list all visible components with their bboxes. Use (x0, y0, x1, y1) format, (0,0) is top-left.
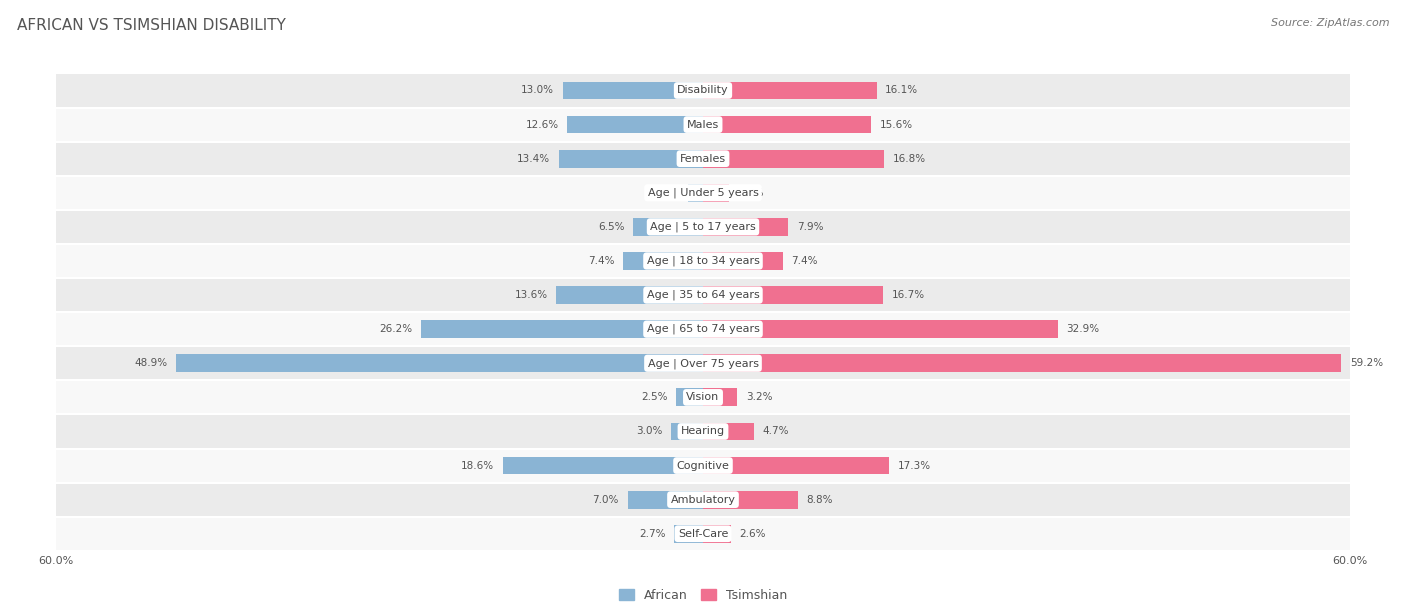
Bar (676, 389, 703, 406)
Text: 13.6%: 13.6% (515, 290, 548, 300)
Text: 2.5%: 2.5% (641, 392, 668, 402)
Bar (703, 491, 797, 509)
Bar (56, 414, 1350, 449)
Bar (56, 312, 1350, 346)
Text: Age | Over 75 years: Age | Over 75 years (648, 358, 758, 368)
Bar (703, 525, 731, 543)
Text: Ambulatory: Ambulatory (671, 494, 735, 505)
Text: 1.4%: 1.4% (652, 188, 679, 198)
Text: 15.6%: 15.6% (880, 119, 912, 130)
Text: Disability: Disability (678, 86, 728, 95)
Text: 3.0%: 3.0% (636, 427, 662, 436)
Text: 2.7%: 2.7% (638, 529, 665, 539)
Bar (56, 141, 1350, 176)
Text: 2.4%: 2.4% (738, 188, 763, 198)
Bar (703, 354, 1341, 372)
Text: 48.9%: 48.9% (134, 358, 167, 368)
Bar (703, 389, 738, 406)
Text: 13.0%: 13.0% (522, 86, 554, 95)
Text: 7.0%: 7.0% (592, 494, 619, 505)
Text: Age | 18 to 34 years: Age | 18 to 34 years (647, 256, 759, 266)
Text: 26.2%: 26.2% (378, 324, 412, 334)
Bar (703, 423, 754, 440)
Bar (420, 320, 703, 338)
Text: Males: Males (688, 119, 718, 130)
Text: Source: ZipAtlas.com: Source: ZipAtlas.com (1271, 18, 1389, 28)
Bar (562, 81, 703, 99)
Bar (558, 150, 703, 168)
Text: Females: Females (681, 154, 725, 163)
Text: Self-Care: Self-Care (678, 529, 728, 539)
Bar (56, 176, 1350, 210)
Text: 32.9%: 32.9% (1066, 324, 1099, 334)
Bar (671, 423, 703, 440)
Text: Vision: Vision (686, 392, 720, 402)
Text: Age | 35 to 64 years: Age | 35 to 64 years (647, 290, 759, 300)
Text: 4.7%: 4.7% (762, 427, 789, 436)
Bar (567, 116, 703, 133)
Bar (623, 252, 703, 270)
Bar (703, 150, 884, 168)
Text: 16.1%: 16.1% (886, 86, 918, 95)
Text: 7.9%: 7.9% (797, 222, 824, 232)
Bar (703, 457, 890, 474)
Text: 6.5%: 6.5% (598, 222, 624, 232)
Text: 16.8%: 16.8% (893, 154, 925, 163)
Bar (703, 218, 789, 236)
Bar (688, 184, 703, 201)
Text: Hearing: Hearing (681, 427, 725, 436)
Bar (56, 278, 1350, 312)
Bar (703, 184, 728, 201)
Bar (703, 320, 1057, 338)
Text: Age | 65 to 74 years: Age | 65 to 74 years (647, 324, 759, 334)
Bar (56, 483, 1350, 517)
Bar (703, 116, 872, 133)
Bar (56, 517, 1350, 551)
Legend: African, Tsimshian: African, Tsimshian (614, 584, 792, 606)
Bar (56, 346, 1350, 380)
Bar (176, 354, 703, 372)
Bar (703, 286, 883, 304)
Text: 12.6%: 12.6% (526, 119, 558, 130)
Text: Age | 5 to 17 years: Age | 5 to 17 years (650, 222, 756, 232)
Bar (56, 73, 1350, 108)
Bar (557, 286, 703, 304)
Text: 16.7%: 16.7% (891, 290, 925, 300)
Text: 17.3%: 17.3% (898, 461, 931, 471)
Bar (627, 491, 703, 509)
Text: 7.4%: 7.4% (792, 256, 818, 266)
Text: 59.2%: 59.2% (1350, 358, 1384, 368)
Text: 8.8%: 8.8% (807, 494, 832, 505)
Bar (633, 218, 703, 236)
Text: 7.4%: 7.4% (588, 256, 614, 266)
Text: Age | Under 5 years: Age | Under 5 years (648, 187, 758, 198)
Text: 2.6%: 2.6% (740, 529, 766, 539)
Text: Cognitive: Cognitive (676, 461, 730, 471)
Bar (56, 244, 1350, 278)
Text: 13.4%: 13.4% (517, 154, 550, 163)
Bar (56, 210, 1350, 244)
Text: AFRICAN VS TSIMSHIAN DISABILITY: AFRICAN VS TSIMSHIAN DISABILITY (17, 18, 285, 34)
Bar (56, 380, 1350, 414)
Text: 3.2%: 3.2% (747, 392, 773, 402)
Bar (56, 449, 1350, 483)
Text: 18.6%: 18.6% (461, 461, 494, 471)
Bar (56, 108, 1350, 141)
Bar (703, 252, 783, 270)
Bar (502, 457, 703, 474)
Bar (673, 525, 703, 543)
Bar (703, 81, 876, 99)
